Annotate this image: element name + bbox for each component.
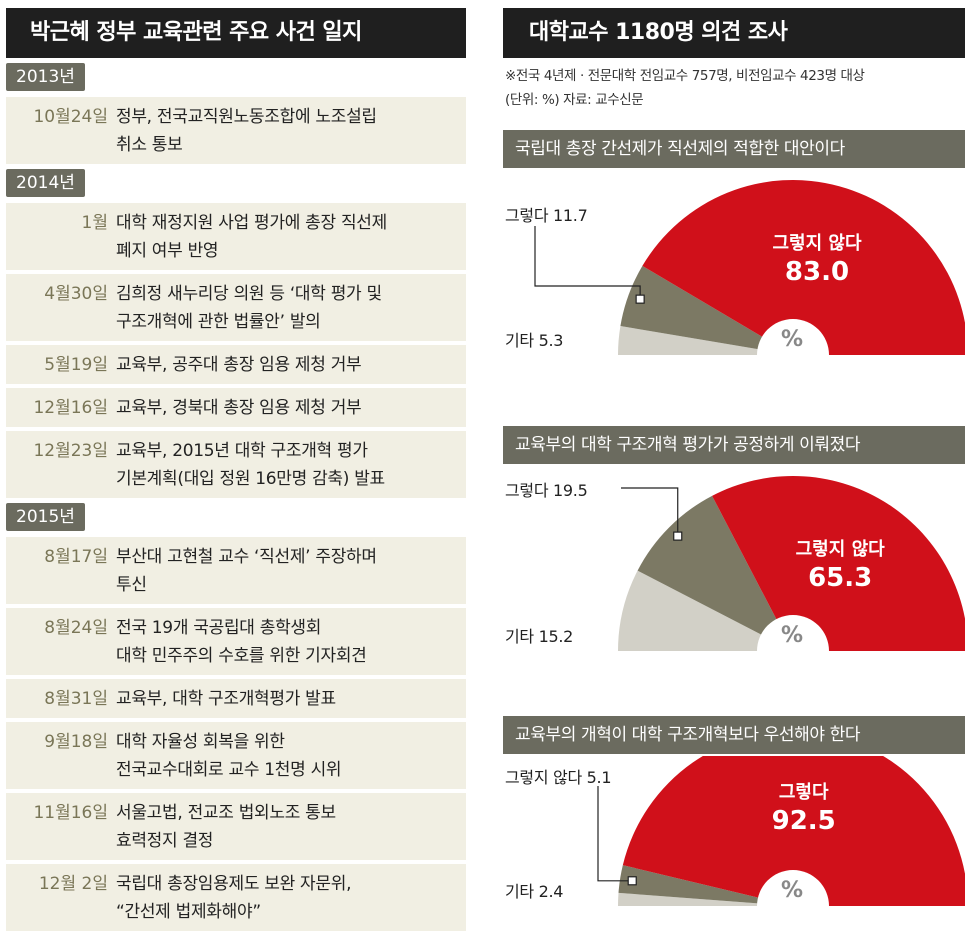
- event-date: 12월16일: [33, 398, 108, 418]
- event-date: 5월19일: [44, 355, 108, 375]
- timeline-row: 12월 2일 국립대 총장임용제도 보완 자문위, “간선제 법제화해야”: [6, 864, 466, 931]
- event-date: 9월18일: [44, 732, 108, 752]
- survey-note-line2: (단위: %) 자료: 교수신문: [505, 92, 644, 108]
- timeline-row: 10월24일 정부, 전국교직원노동조합에 노조설립 취소 통보: [6, 97, 466, 164]
- leader-marker: [635, 294, 645, 304]
- slice-main: [642, 180, 965, 355]
- event-text: 교육부, 대학 구조개혁평가 발표: [116, 689, 336, 709]
- event-date: 12월 2일: [38, 874, 108, 894]
- timeline-row: 9월18일 대학 자율성 회복을 위한 전국교수대회로 교수 1천명 시위: [6, 722, 466, 789]
- year-badge: 2015년: [6, 503, 85, 531]
- label-secondary: 그렇다 19.5: [505, 481, 588, 500]
- event-text: 김희정 새누리당 의원 등 ‘대학 평가 및 구조개혁에 관한 법률안’ 발의: [116, 284, 382, 332]
- event-text: 전국 19개 국공립대 총학생회 대학 민주주의 수호를 위한 기자회견: [116, 618, 367, 666]
- slice-secondary: [618, 865, 793, 906]
- semicircle-chart: 그렇지 않다 5.1 기타 2.4 그렇다 92.5%: [503, 756, 965, 949]
- timeline-row: 11월16일 서울고법, 전교조 법외노조 통보 효력정지 결정: [6, 793, 466, 860]
- label-main-value: 65.3: [808, 563, 873, 594]
- timeline-row: 8월24일 전국 19개 국공립대 총학생회 대학 민주주의 수호를 위한 기자회…: [6, 608, 466, 675]
- event-text: 교육부, 2015년 대학 구조개혁 평가 기본계획(대입 정원 16만명 감축…: [116, 441, 385, 489]
- semicircle-chart: 그렇다 19.5 기타 15.2 그렇지 않다 65.3%: [503, 466, 965, 676]
- event-date: 1월: [81, 213, 108, 233]
- label-main-value: 92.5: [771, 805, 836, 836]
- event-date: 10월24일: [33, 107, 108, 127]
- timeline-row: 12월16일 교육부, 경북대 총장 임용 제청 거부: [6, 388, 466, 427]
- event-date: 4월30일: [44, 284, 108, 304]
- survey-panel: 대학교수 1180명 의견 조사 ※전국 4년제 · 전문대학 전임교수 757…: [503, 8, 965, 906]
- percent-symbol: %: [781, 327, 804, 352]
- leader-marker: [627, 876, 637, 886]
- label-other: 기타 2.4: [505, 882, 564, 901]
- survey-title: 대학교수 1180명 의견 조사: [503, 8, 965, 58]
- survey-note-line1: ※전국 4년제 · 전문대학 전임교수 757명, 비전임교수 423명 대상: [505, 68, 865, 84]
- percent-symbol: %: [781, 878, 804, 903]
- slice-main: [712, 476, 965, 651]
- semicircle-svg: [597, 756, 965, 906]
- event-date: 11월16일: [33, 803, 108, 823]
- timeline-row: 1월 대학 재정지원 사업 평가에 총장 직선제 폐지 여부 반영: [6, 203, 466, 270]
- label-main: 그렇지 않다 83.0: [757, 229, 877, 287]
- label-main: 그렇다 92.5: [744, 778, 864, 836]
- timeline-row: 8월17일 부산대 고현철 교수 ‘직선제’ 주장하며 투신: [6, 537, 466, 604]
- label-other: 기타 15.2: [505, 627, 574, 646]
- leader-marker: [673, 531, 683, 541]
- leader-line: [534, 226, 641, 300]
- event-text: 교육부, 경북대 총장 임용 제청 거부: [116, 398, 362, 418]
- label-other: 기타 5.3: [505, 331, 564, 350]
- event-text: 부산대 고현철 교수 ‘직선제’ 주장하며 투신: [116, 547, 377, 595]
- chart-question: 국립대 총장 간선제가 직선제의 적합한 대안이다: [503, 130, 965, 168]
- label-main-name: 그렇지 않다: [795, 539, 885, 561]
- label-main-name: 그렇다: [778, 781, 829, 803]
- event-text: 대학 자율성 회복을 위한 전국교수대회로 교수 1천명 시위: [116, 732, 342, 780]
- timeline-row: 8월31일 교육부, 대학 구조개혁평가 발표: [6, 679, 466, 718]
- timeline-row: 4월30일 김희정 새누리당 의원 등 ‘대학 평가 및 구조개혁에 관한 법률안…: [6, 274, 466, 341]
- chart-hub: [757, 319, 829, 355]
- event-text: 국립대 총장임용제도 보완 자문위, “간선제 법제화해야”: [116, 874, 352, 922]
- year-badge: 2014년: [6, 169, 85, 197]
- label-main: 그렇지 않다 65.3: [780, 535, 900, 593]
- slice-other: [618, 570, 793, 651]
- semicircle-svg: [618, 476, 965, 651]
- leader-line: [621, 487, 679, 537]
- semicircle-chart: 그렇다 11.7 기타 5.3 그렇지 않다 83.0%: [503, 170, 965, 380]
- survey-note: ※전국 4년제 · 전문대학 전임교수 757명, 비전임교수 423명 대상 …: [503, 64, 965, 112]
- timeline-row: 5월19일 교육부, 공주대 총장 임용 제청 거부: [6, 345, 466, 384]
- label-main-name: 그렇지 않다: [772, 233, 862, 255]
- slice-secondary: [620, 265, 793, 355]
- slice-other: [618, 892, 793, 906]
- event-text: 대학 재정지원 사업 평가에 총장 직선제 폐지 여부 반영: [116, 213, 387, 261]
- chart-hub: [757, 870, 829, 906]
- slice-main: [622, 756, 965, 906]
- semicircle-svg: [534, 180, 965, 355]
- chart-hub: [757, 615, 829, 651]
- label-main-value: 83.0: [784, 257, 850, 288]
- chart-question: 교육부의 대학 구조개혁 평가가 공정하게 이뤄졌다: [503, 426, 965, 464]
- event-date: 12월23일: [33, 441, 108, 461]
- event-date: 8월24일: [44, 618, 108, 638]
- event-text: 교육부, 공주대 총장 임용 제청 거부: [116, 355, 362, 375]
- event-text: 정부, 전국교직원노동조합에 노조설립 취소 통보: [116, 107, 377, 155]
- year-badge: 2013년: [6, 63, 85, 91]
- timeline-title: 박근혜 정부 교육관련 주요 사건 일지: [6, 8, 466, 58]
- percent-symbol: %: [781, 623, 804, 648]
- event-text: 서울고법, 전교조 법외노조 통보 효력정지 결정: [116, 803, 336, 851]
- label-secondary: 그렇지 않다 5.1: [505, 768, 612, 787]
- timeline-row: 12월23일 교육부, 2015년 대학 구조개혁 평가 기본계획(대입 정원 1…: [6, 431, 466, 498]
- event-date: 8월31일: [44, 689, 108, 709]
- leader-line: [597, 786, 633, 882]
- timeline-panel: 박근혜 정부 교육관련 주요 사건 일지 2013년 10월24일 정부, 전국교직…: [6, 8, 466, 931]
- event-date: 8월17일: [44, 547, 108, 567]
- label-secondary: 그렇다 11.7: [505, 206, 588, 225]
- slice-other: [618, 325, 793, 355]
- chart-question: 교육부의 개혁이 대학 구조개혁보다 우선해야 한다: [503, 716, 965, 754]
- timeline-body: 2013년 10월24일 정부, 전국교직원노동조합에 노조설립 취소 통보 2014…: [6, 58, 466, 931]
